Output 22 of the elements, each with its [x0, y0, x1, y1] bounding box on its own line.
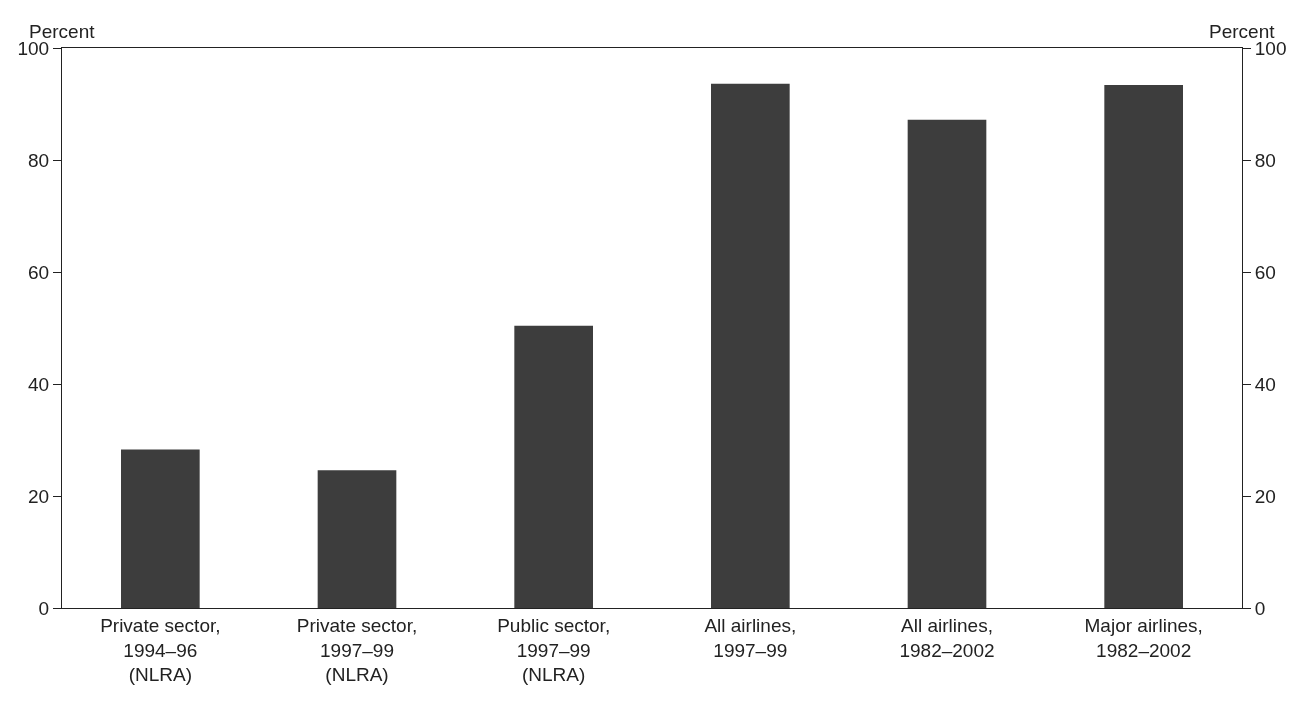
x-tick-label: Public sector, 1997–99 (NLRA): [497, 614, 611, 686]
x-tick-label: Private sector, 1997–99 (NLRA): [296, 614, 418, 686]
x-tick-label: Major airlines, 1982–2002: [1084, 614, 1203, 661]
x-tick-label: Private sector, 1994–96 (NLRA): [100, 614, 221, 686]
bar: [317, 470, 397, 608]
bar: [1104, 84, 1183, 608]
bar: [711, 83, 790, 608]
y-tick-label: 0: [38, 597, 50, 619]
bar: [907, 119, 987, 608]
y2-tick-label: 80: [1254, 149, 1276, 171]
x-tick-label: All airlines, 1997–99: [704, 614, 797, 661]
y-tick-label: 60: [28, 261, 50, 283]
y2-tick-label: 20: [1254, 485, 1276, 507]
bar: [121, 449, 200, 608]
y-tick-label: 80: [28, 149, 50, 171]
bar: [514, 325, 593, 608]
y2-tick-label: 0: [1254, 597, 1266, 619]
y2-tick-label: 60: [1254, 261, 1276, 283]
x-tick-label: All airlines, 1982–2002: [899, 614, 995, 661]
y2-tick-label: 40: [1254, 373, 1276, 395]
y-tick-label: 20: [28, 485, 50, 507]
y-tick-label: 40: [28, 373, 50, 395]
